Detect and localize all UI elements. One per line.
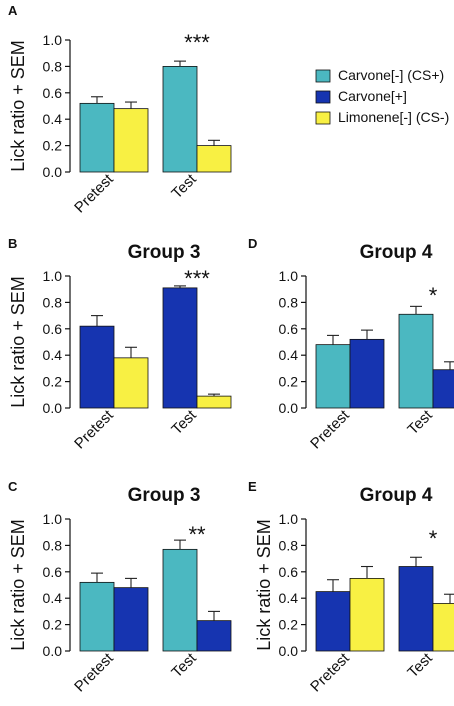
y-tick-label: 1.0 xyxy=(279,511,299,527)
y-tick-label: 0.6 xyxy=(279,564,299,580)
legend-label: Limonene[-] (CS-) xyxy=(338,109,449,125)
x-tick-label: Pretest xyxy=(307,649,353,695)
panel-letter: C xyxy=(8,479,18,494)
significance-label: *** xyxy=(184,266,210,291)
y-tick-label: 0.2 xyxy=(43,374,63,390)
y-tick-label: 0.4 xyxy=(279,347,299,363)
legend-swatch xyxy=(315,69,331,83)
bar xyxy=(196,145,232,173)
bar xyxy=(196,395,232,409)
y-tick-label: 0.6 xyxy=(43,85,63,101)
bar xyxy=(162,66,198,173)
y-tick-label: 0.6 xyxy=(43,321,63,337)
y-tick-label: 0.0 xyxy=(279,643,299,659)
x-tick-label: Test xyxy=(404,649,436,681)
panel-title: Group 3 xyxy=(128,485,201,506)
significance-label: * xyxy=(429,283,438,308)
y-tick-label: 0.0 xyxy=(279,400,299,416)
y-tick-label: 0.0 xyxy=(43,164,63,180)
legend-swatch xyxy=(315,111,331,125)
bar xyxy=(432,369,454,409)
x-tick-label: Pretest xyxy=(71,170,117,216)
y-tick-label: 0.0 xyxy=(43,643,63,659)
x-tick-label: Pretest xyxy=(71,649,117,695)
panel-title: Group 4 xyxy=(360,485,433,506)
y-tick-label: 0.4 xyxy=(279,590,299,606)
legend-label: Carvone[-] (CS+) xyxy=(338,67,444,83)
bar xyxy=(162,548,198,652)
y-axis-label: Lick ratio + SEM xyxy=(8,40,28,172)
significance-label: * xyxy=(429,526,438,551)
bar xyxy=(79,325,115,409)
panel-letter: D xyxy=(248,236,257,251)
bar xyxy=(349,578,385,652)
significance-label: ** xyxy=(188,522,206,547)
y-axis-label: Lick ratio + SEM xyxy=(8,276,28,408)
y-tick-label: 0.2 xyxy=(279,374,299,390)
bar xyxy=(432,603,454,652)
y-tick-label: 0.4 xyxy=(43,111,63,127)
panel-title: Group 3 xyxy=(128,242,201,263)
y-tick-label: 0.8 xyxy=(279,294,299,310)
legend-swatch xyxy=(315,90,331,104)
y-tick-label: 0.4 xyxy=(43,347,63,363)
bar xyxy=(398,566,434,652)
x-tick-label: Test xyxy=(404,406,436,438)
bar xyxy=(398,313,434,409)
bar xyxy=(79,581,115,652)
y-tick-label: 1.0 xyxy=(43,511,63,527)
bar xyxy=(113,357,149,409)
y-tick-label: 1.0 xyxy=(43,32,63,48)
bar xyxy=(113,108,149,173)
bar xyxy=(113,587,149,652)
y-tick-label: 0.2 xyxy=(43,138,63,154)
bar xyxy=(79,102,115,173)
y-tick-label: 0.6 xyxy=(43,564,63,580)
y-tick-label: 0.8 xyxy=(43,537,63,553)
y-tick-label: 0.0 xyxy=(43,400,63,416)
bar xyxy=(315,344,351,409)
y-tick-label: 0.8 xyxy=(43,294,63,310)
y-tick-label: 0.8 xyxy=(279,537,299,553)
x-tick-label: Test xyxy=(168,170,200,202)
x-tick-label: Pretest xyxy=(307,406,353,452)
x-tick-label: Pretest xyxy=(71,406,117,452)
panel-letter: E xyxy=(248,479,257,494)
x-tick-label: Test xyxy=(168,649,200,681)
y-tick-label: 1.0 xyxy=(279,268,299,284)
bar xyxy=(196,620,232,652)
y-tick-label: 0.6 xyxy=(279,321,299,337)
bar xyxy=(349,338,385,409)
y-tick-label: 0.4 xyxy=(43,590,63,606)
y-tick-label: 1.0 xyxy=(43,268,63,284)
y-tick-label: 0.2 xyxy=(279,617,299,633)
y-axis-label: Lick ratio + SEM xyxy=(8,519,28,651)
y-tick-label: 0.2 xyxy=(43,617,63,633)
bar xyxy=(315,591,351,652)
bar xyxy=(162,287,198,409)
significance-label: *** xyxy=(184,30,210,55)
panel-letter: A xyxy=(8,3,18,18)
panel-letter: B xyxy=(8,236,17,251)
y-tick-label: 0.8 xyxy=(43,58,63,74)
panel-title: Group 4 xyxy=(360,242,433,263)
y-axis-label: Lick ratio + SEM xyxy=(254,519,274,651)
x-tick-label: Test xyxy=(168,406,200,438)
legend-label: Carvone[+] xyxy=(338,88,407,104)
